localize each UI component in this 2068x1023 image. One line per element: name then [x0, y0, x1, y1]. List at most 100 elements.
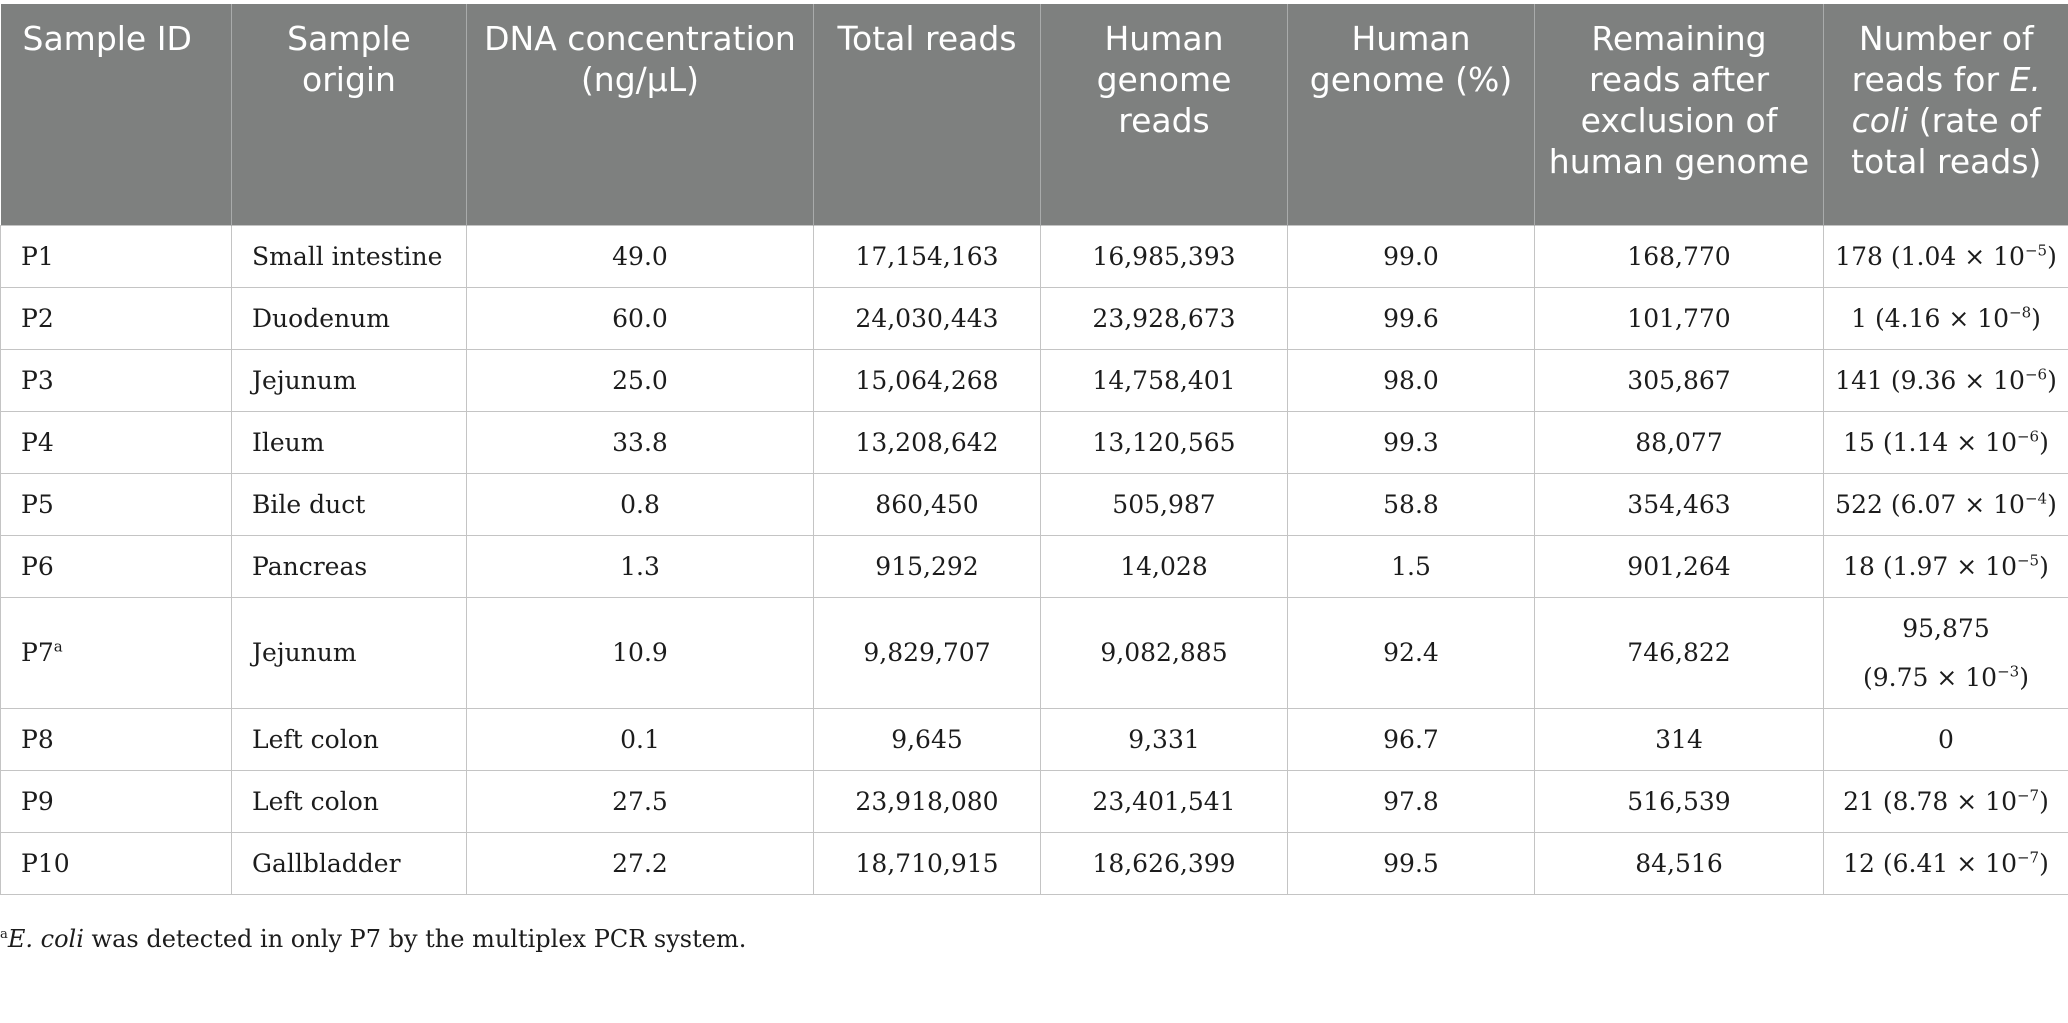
ecoli-rate-mantissa: 1.14 [1892, 427, 1949, 457]
cell-dna-concentration: 27.5 [466, 769, 814, 833]
cell-human-genome-reads-value: 9,082,885 [1100, 638, 1228, 667]
cell-total-reads: 15,064,268 [813, 348, 1041, 412]
cell-human-genome-pct-value: 99.5 [1383, 848, 1439, 878]
cell-dna-concentration: 33.8 [466, 410, 814, 474]
cell-dna-concentration-value: 0.1 [620, 724, 660, 754]
cell-ecoli-reads: 15 (1.14 × 10−6) [1823, 410, 2068, 474]
cell-human-genome-reads: 13,120,565 [1040, 410, 1288, 474]
cell-sample-origin: Pancreas [231, 534, 467, 598]
cell-total-reads: 915,292 [813, 534, 1041, 598]
cell-human-genome-reads-value: 16,985,393 [1092, 241, 1236, 271]
table-row: P6 Pancreas 1.3 915,292 14,028 1.5 901,264 18 (… [0, 534, 2068, 598]
ecoli-count: 178 [1835, 241, 1883, 271]
cell-human-genome-pct: 96.7 [1287, 707, 1535, 771]
cell-remaining-reads: 84,516 [1534, 831, 1824, 895]
cell-remaining-reads-value: 168,770 [1627, 241, 1731, 271]
table-row: P10 Gallbladder 27.2 18,710,915 18,626,399 99… [0, 831, 2068, 895]
cell-human-genome-reads-value: 14,028 [1120, 551, 1208, 581]
col-header-dna-concentration: DNA concentration (ng/μL) [466, 4, 814, 225]
cell-remaining-reads: 101,770 [1534, 286, 1824, 350]
cell-sample-origin-value: Bile duct [252, 489, 366, 519]
cell-ecoli-reads: 95,875 (9.75 × 10−3) [1823, 596, 2068, 709]
cell-sample-origin: Left colon [231, 769, 467, 833]
ecoli-rate-exponent: −7 [2016, 848, 2040, 867]
cell-sample-origin: Ileum [231, 410, 467, 474]
cell-sample-origin-value: Left colon [252, 786, 379, 816]
ecoli-count: 1 [1851, 303, 1867, 333]
cell-human-genome-reads-value: 505,987 [1112, 489, 1216, 519]
ecoli-rate-mantissa: 9.36 [1900, 365, 1957, 395]
cell-human-genome-reads-value: 18,626,399 [1092, 848, 1236, 878]
ecoli-rate-mantissa: 8.78 [1892, 786, 1949, 816]
cell-sample-id-value: P2 [21, 303, 54, 333]
cell-human-genome-pct-value: 98.0 [1383, 365, 1439, 395]
cell-total-reads: 24,030,443 [813, 286, 1041, 350]
cell-sample-id-value: P5 [21, 489, 54, 519]
cell-dna-concentration-value: 10.9 [612, 638, 668, 667]
cell-dna-concentration-value: 1.3 [620, 551, 660, 581]
cell-human-genome-reads: 18,626,399 [1040, 831, 1288, 895]
cell-dna-concentration: 1.3 [466, 534, 814, 598]
cell-sample-origin-value: Duodenum [252, 303, 390, 333]
cell-total-reads: 9,829,707 [813, 596, 1041, 709]
ecoli-count: 15 [1843, 427, 1875, 457]
cell-remaining-reads-value: 746,822 [1627, 638, 1731, 667]
cell-dna-concentration: 10.9 [466, 596, 814, 709]
cell-remaining-reads: 354,463 [1534, 472, 1824, 536]
ecoli-rate-exponent: −3 [1997, 662, 2020, 681]
cell-sample-origin: Bile duct [231, 472, 467, 536]
cell-dna-concentration: 27.2 [466, 831, 814, 895]
col-header-human-genome-reads: Human genome reads [1040, 4, 1288, 225]
cell-sample-id-value: P7 [21, 638, 54, 667]
cell-ecoli-reads: 141 (9.36 × 10−6) [1823, 348, 2068, 412]
cell-sample-id-value: P9 [21, 786, 54, 816]
cell-total-reads-value: 17,154,163 [855, 241, 999, 271]
cell-human-genome-reads-value: 14,758,401 [1092, 365, 1236, 395]
cell-total-reads-value: 18,710,915 [855, 848, 999, 878]
cell-sample-origin-value: Pancreas [252, 551, 368, 581]
cell-human-genome-pct: 98.0 [1287, 348, 1535, 412]
cell-sample-origin-value: Ileum [252, 427, 325, 457]
ecoli-rate-exponent: −6 [2024, 365, 2048, 384]
col-header-total-reads: Total reads [813, 4, 1041, 225]
ecoli-count: 18 [1843, 551, 1875, 581]
cell-dna-concentration: 60.0 [466, 286, 814, 350]
table-footnote: aE. coli was detected in only P7 by the … [0, 925, 746, 953]
cell-dna-concentration-value: 33.8 [612, 427, 668, 457]
cell-ecoli-reads: 1 (4.16 × 10−8) [1823, 286, 2068, 350]
cell-total-reads-value: 860,450 [875, 489, 979, 519]
cell-remaining-reads: 516,539 [1534, 769, 1824, 833]
cell-remaining-reads-value: 88,077 [1635, 427, 1723, 457]
ecoli-count: 141 [1835, 365, 1883, 395]
ecoli-rate-mantissa: 1.04 [1900, 241, 1957, 271]
cell-remaining-reads: 901,264 [1534, 534, 1824, 598]
cell-sample-id-value: P1 [21, 241, 54, 271]
cell-total-reads: 17,154,163 [813, 224, 1041, 288]
cell-sample-origin: Jejunum [231, 596, 467, 709]
ecoli-rate-mantissa: 4.16 [1884, 303, 1941, 333]
cell-remaining-reads-value: 305,867 [1627, 365, 1731, 395]
cell-human-genome-reads: 9,331 [1040, 707, 1288, 771]
cell-total-reads-value: 15,064,268 [855, 365, 999, 395]
footnote-marker: a [0, 927, 8, 942]
cell-human-genome-reads: 9,082,885 [1040, 596, 1288, 709]
cell-dna-concentration-value: 0.8 [620, 489, 660, 519]
cell-sample-id: P10 [0, 831, 232, 895]
cell-remaining-reads-value: 101,770 [1627, 303, 1731, 333]
cell-sample-origin-value: Jejunum [252, 365, 357, 395]
cell-sample-origin-value: Jejunum [252, 638, 357, 667]
ecoli-rate-mantissa: 6.41 [1892, 848, 1949, 878]
cell-human-genome-pct-value: 99.6 [1383, 303, 1439, 333]
table-row: P7a Jejunum 10.9 9,829,707 9,082,885 92.4 746,… [0, 596, 2068, 709]
cell-human-genome-reads: 23,928,673 [1040, 286, 1288, 350]
cell-total-reads: 13,208,642 [813, 410, 1041, 474]
cell-human-genome-pct: 99.0 [1287, 224, 1535, 288]
table-row: P5 Bile duct 0.8 860,450 505,987 58.8 354,463 5… [0, 472, 2068, 536]
cell-sample-id: P6 [0, 534, 232, 598]
cell-total-reads-value: 9,645 [891, 724, 963, 754]
cell-sample-id: P2 [0, 286, 232, 350]
ecoli-rate-exponent: −4 [2024, 489, 2048, 508]
ecoli-rate-mantissa: 6.07 [1900, 489, 1957, 519]
ecoli-rate-mantissa: 1.97 [1892, 551, 1949, 581]
ecoli-count: 0 [1938, 724, 1954, 754]
